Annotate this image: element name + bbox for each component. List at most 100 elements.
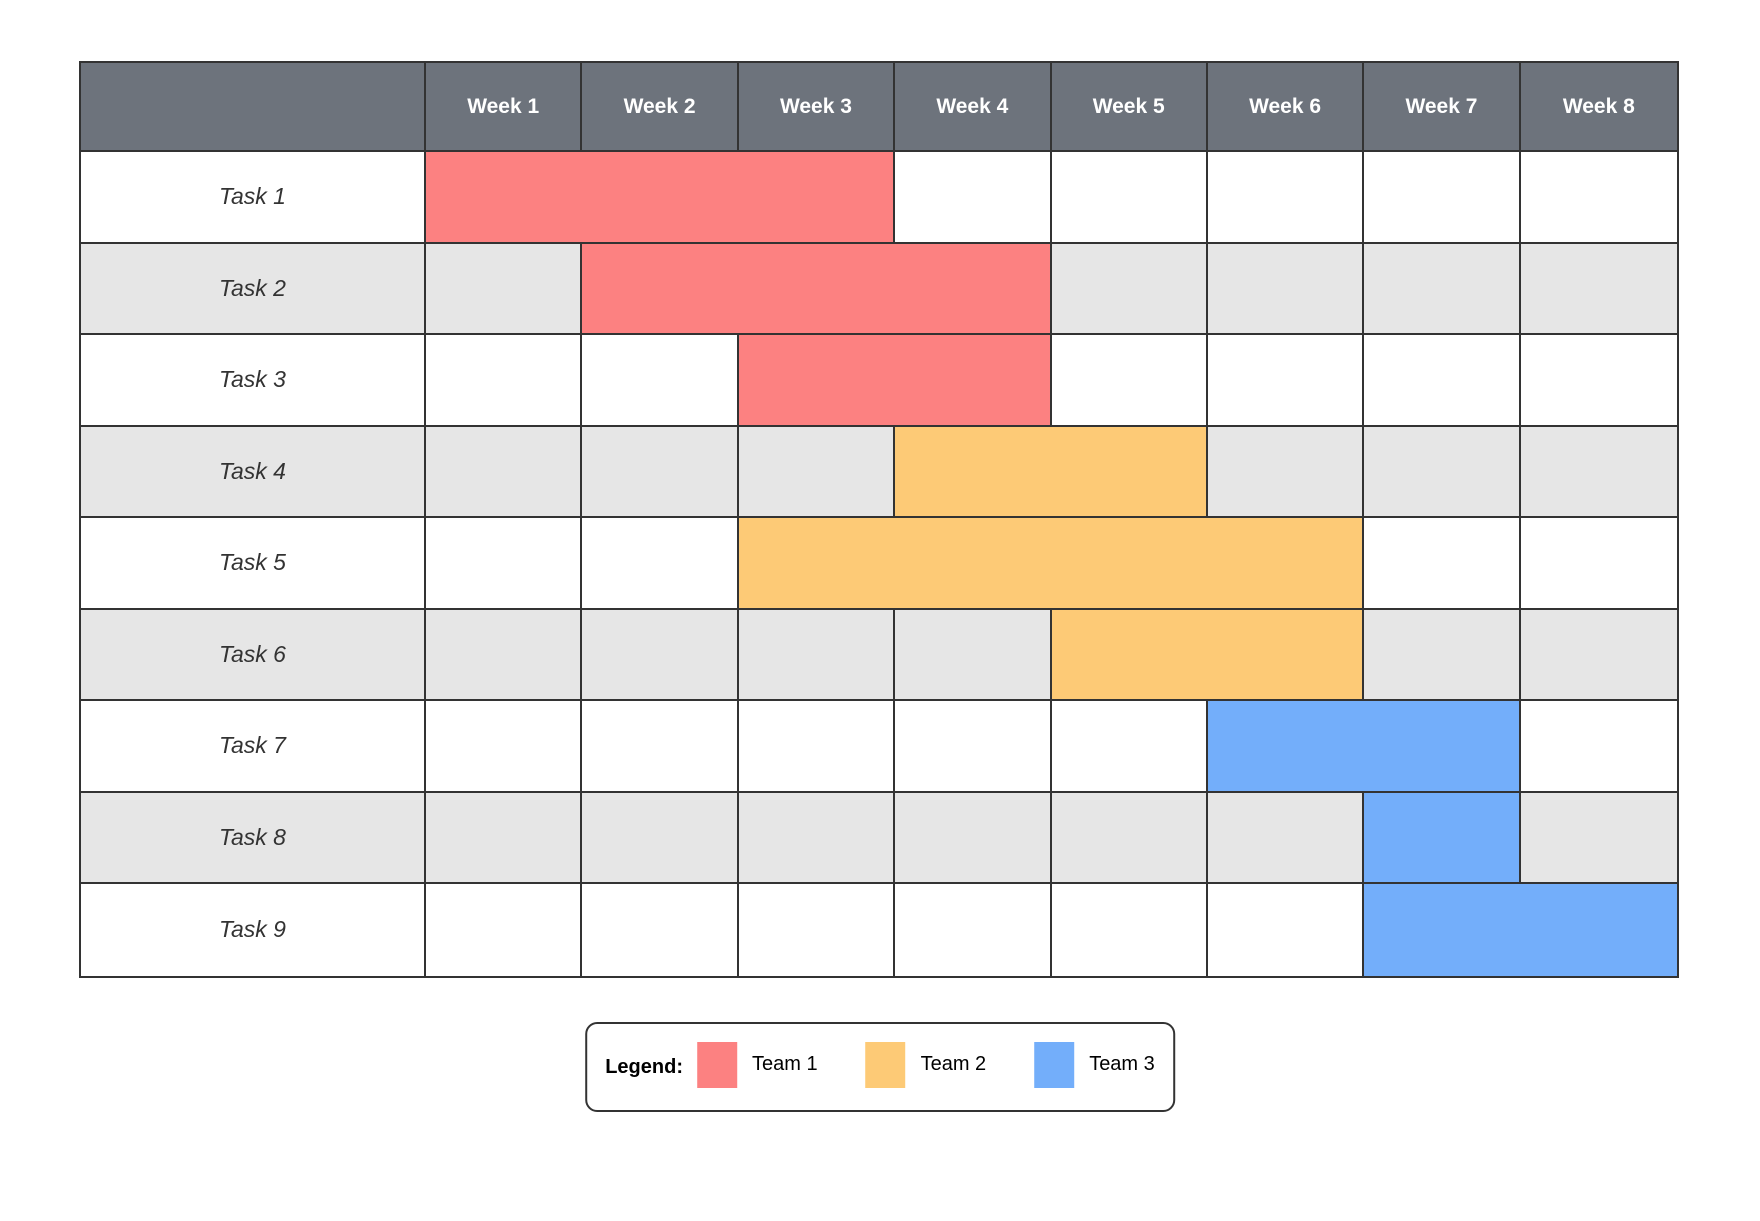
- gantt-empty-cell: [1052, 243, 1208, 333]
- legend-item-label: Team 2: [920, 1053, 987, 1075]
- legend-item: Team 3: [1034, 1041, 1155, 1088]
- gantt-empty-cell: [895, 609, 1052, 699]
- gantt-empty-cell: [426, 792, 583, 882]
- week-header-cell: Week 1: [426, 63, 583, 150]
- legend: Legend: Team 1 Team 2 Team 3: [585, 1022, 1175, 1112]
- gantt-empty-cell: [1052, 884, 1208, 976]
- gantt-empty-cell: [582, 701, 739, 791]
- task-label: Task 7: [81, 701, 426, 791]
- gantt-empty-cell: [426, 335, 583, 425]
- task-label: Task 8: [81, 792, 426, 882]
- gantt-empty-cell: [1052, 792, 1208, 882]
- task-row: Task 8: [81, 792, 1677, 884]
- gantt-empty-cell: [1208, 335, 1365, 425]
- gantt-empty-cell: [1208, 243, 1365, 333]
- gantt-empty-cell: [1521, 427, 1677, 517]
- legend-title: Legend:: [605, 1055, 683, 1078]
- gantt-empty-cell: [1364, 518, 1521, 608]
- week-header-cell: Week 6: [1208, 63, 1365, 150]
- legend-item-label: Team 3: [1089, 1053, 1155, 1075]
- gantt-empty-cell: [1052, 701, 1208, 791]
- legend-item: Team 2: [865, 1041, 987, 1088]
- gantt-empty-cell: [582, 884, 739, 976]
- task-row: Task 4: [81, 426, 1677, 518]
- gantt-empty-cell: [1521, 335, 1677, 425]
- task-label: Task 4: [81, 426, 426, 516]
- gantt-empty-cell: [895, 152, 1052, 242]
- week-header-cell: Week 3: [739, 63, 896, 150]
- task-row: Task 6: [81, 609, 1677, 701]
- gantt-empty-cell: [1208, 152, 1365, 242]
- week-header-cell: Week 2: [582, 63, 739, 150]
- gantt-empty-cell: [895, 884, 1052, 976]
- task-row: Task 3: [81, 335, 1677, 427]
- gantt-empty-cell: [582, 792, 739, 882]
- gantt-empty-cell: [1521, 152, 1677, 242]
- task-row: Task 5: [81, 518, 1677, 610]
- task-label: Task 1: [81, 152, 426, 242]
- gantt-empty-cell: [1521, 518, 1677, 608]
- gantt-empty-cell: [582, 609, 739, 699]
- gantt-empty-cell: [1364, 243, 1521, 333]
- gantt-empty-cell: [739, 609, 896, 699]
- gantt-empty-cell: [1521, 244, 1677, 334]
- gantt-empty-cell: [1364, 609, 1521, 699]
- gantt-empty-cell: [582, 426, 739, 516]
- gantt-empty-cell: [426, 426, 583, 516]
- gantt-empty-cell: [426, 518, 583, 608]
- gantt-bar: [1051, 609, 1365, 699]
- task-label: Task 6: [81, 609, 426, 699]
- gantt-bar: [895, 426, 1208, 516]
- gantt-empty-cell: [739, 792, 896, 882]
- legend-swatch: [697, 1041, 737, 1088]
- gantt-empty-cell: [426, 243, 583, 333]
- task-label: Task 9: [81, 884, 426, 976]
- gantt-bar: [1364, 792, 1521, 882]
- gantt-empty-cell: [426, 884, 583, 976]
- gantt-bar: [1207, 701, 1521, 791]
- gantt-bar: [738, 335, 1052, 425]
- gantt-empty-cell: [582, 518, 739, 608]
- legend-item-label: Team 1: [752, 1053, 818, 1075]
- gantt-bar: [1364, 884, 1677, 976]
- gantt-empty-cell: [582, 335, 739, 425]
- task-row: Task 1: [81, 152, 1677, 244]
- week-header-cell: Week 5: [1052, 63, 1208, 150]
- gantt-empty-cell: [426, 609, 583, 699]
- gantt-empty-cell: [1521, 793, 1677, 883]
- legend-swatch: [865, 1041, 906, 1088]
- gantt-empty-cell: [739, 701, 896, 791]
- gantt-chart-table: Week 1 Week 2 Week 3 Week 4 Week 5 Week 6 Week…: [79, 61, 1679, 978]
- gantt-empty-cell: [1364, 152, 1521, 242]
- gantt-empty-cell: [1521, 701, 1677, 791]
- gantt-empty-cell: [426, 701, 583, 791]
- week-header-cell: Week 8: [1562, 94, 1635, 118]
- gantt-empty-cell: [739, 884, 896, 976]
- task-row: Task 2: [81, 243, 1677, 335]
- task-label: Task 5: [81, 518, 426, 608]
- gantt-bar: [738, 518, 1365, 608]
- task-row: Task 9: [81, 884, 1677, 976]
- legend-item: Team 1: [697, 1041, 818, 1088]
- gantt-empty-cell: [895, 792, 1052, 882]
- gantt-empty-cell: [1208, 426, 1365, 516]
- gantt-empty-cell: [1208, 884, 1365, 976]
- legend-items: Team 1 Team 2 Team 3: [697, 1041, 1155, 1093]
- gantt-empty-cell: [895, 701, 1052, 791]
- gantt-bar: [582, 243, 1052, 333]
- gantt-empty-cell: [1521, 610, 1677, 700]
- week-header-cell: Week 7: [1364, 63, 1521, 150]
- gantt-empty-cell: [739, 426, 896, 516]
- header-row: Week 1 Week 2 Week 3 Week 4 Week 5 Week 6 Week…: [81, 63, 1677, 152]
- gantt-empty-cell: [1052, 335, 1208, 425]
- gantt-empty-cell: [1364, 335, 1521, 425]
- legend-swatch: [1034, 1041, 1075, 1088]
- gantt-empty-cell: [1364, 426, 1521, 516]
- week-header-cell: Week 4: [895, 63, 1052, 150]
- corner-cell: [81, 63, 426, 150]
- gantt-bar: [426, 152, 896, 242]
- task-row: Task 7: [81, 701, 1677, 793]
- gantt-empty-cell: [1208, 792, 1365, 882]
- gantt-empty-cell: [1052, 152, 1208, 242]
- task-label: Task 2: [81, 243, 426, 333]
